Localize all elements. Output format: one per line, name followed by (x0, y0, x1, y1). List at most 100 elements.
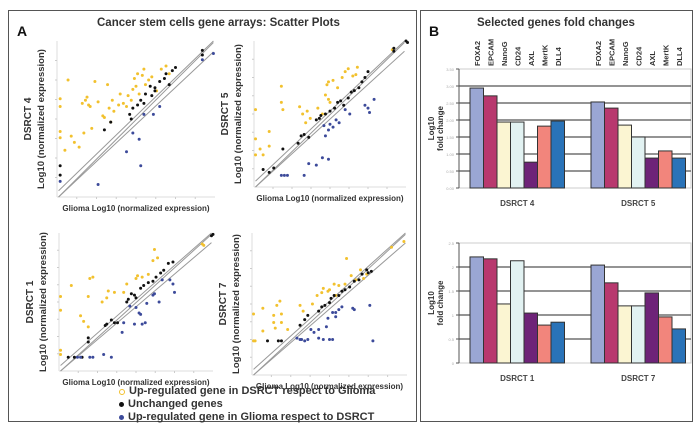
point-up-glioma (285, 173, 289, 177)
category-label: DLL4 (554, 46, 563, 66)
point-up-dsrct (167, 72, 171, 76)
y-tick-label: 0.50 (446, 169, 455, 174)
point-up-dsrct (272, 313, 276, 317)
bar-dll4-dsrct-4 (550, 120, 565, 189)
scatter-plot-dsrct-7: DSRCT 7 Log10 (normalized expression)Glio… (218, 232, 407, 391)
point-unchanged (352, 279, 356, 283)
point-up-glioma (302, 173, 306, 177)
point-up-glioma (331, 338, 335, 341)
point-up-dsrct (58, 105, 62, 109)
point-up-dsrct (83, 98, 87, 102)
point-up-glioma (134, 306, 138, 310)
point-unchanged (296, 141, 300, 145)
point-unchanged (337, 293, 341, 297)
point-up-glioma (328, 338, 331, 341)
point-up-glioma (326, 157, 330, 161)
bar-dll4-dsrct-1 (550, 321, 565, 364)
point-unchanged (66, 355, 70, 359)
point-unchanged (166, 261, 170, 265)
point-up-dsrct (134, 277, 138, 281)
y-axis-label: Log10 (normalized expression) (233, 44, 244, 184)
point-up-glioma (137, 137, 141, 141)
point-up-dsrct (340, 76, 344, 79)
point-unchanged (328, 109, 332, 113)
lower-threshold-line (58, 51, 214, 198)
bar-foxa2-dsrct-5 (590, 101, 605, 189)
point-up-glioma (317, 328, 321, 332)
point-unchanged (154, 275, 158, 279)
point-up-dsrct (326, 80, 330, 84)
point-up-dsrct (164, 64, 168, 68)
point-up-dsrct (278, 299, 282, 303)
point-unchanged (150, 94, 154, 98)
point-up-dsrct (281, 108, 285, 112)
y-tick-label: 1.5 (448, 289, 454, 294)
point-up-glioma (109, 355, 113, 359)
point-up-glioma (348, 112, 352, 116)
point-up-dsrct (136, 274, 140, 278)
point-up-glioma (132, 322, 136, 326)
y-axis-label-line1: Log10 (427, 291, 436, 315)
x-axis-sample-label: Glioma (256, 382, 285, 391)
point-unchanged (267, 170, 271, 174)
bar-nanog-dsrct-5 (617, 124, 632, 189)
point-unchanged (323, 303, 327, 307)
point-up-dsrct (72, 140, 76, 144)
point-up-glioma (321, 338, 325, 341)
point-up-glioma (151, 112, 155, 116)
y-tick-label: 3.00 (446, 84, 455, 89)
point-unchanged (332, 293, 336, 297)
category-label: EPCAM (607, 39, 616, 66)
point-up-glioma (331, 311, 335, 315)
point-up-glioma (295, 336, 299, 340)
bar-cd24-dsrct-5 (631, 136, 646, 189)
point-up-dsrct (304, 121, 308, 125)
y-axis-label-line2: fold change (436, 106, 445, 151)
point-unchanged (174, 66, 177, 70)
point-up-dsrct (202, 243, 206, 247)
group-label: DSRCT 1 (500, 374, 535, 383)
point-unchanged (139, 98, 143, 102)
point-up-dsrct (402, 240, 406, 244)
point-up-dsrct (82, 131, 86, 135)
point-up-glioma (363, 103, 367, 107)
x-axis-measure-label: Log10 (normalized expression) (286, 194, 404, 203)
point-up-dsrct (58, 97, 62, 101)
point-unchanged (333, 106, 337, 110)
point-unchanged (143, 92, 147, 96)
point-up-glioma (152, 292, 156, 296)
scatter-plot-dsrct-5: DSRCT 5 Log10 (normalized expression)Glio… (220, 39, 410, 203)
point-up-glioma (314, 163, 318, 167)
identity-line (60, 234, 212, 372)
legend-item-up-dsrct: Up-regulated gene in DSRCT respect to Gl… (119, 385, 375, 398)
category-label: MertK (540, 44, 549, 66)
point-up-glioma (142, 112, 146, 116)
point-up-glioma (137, 311, 141, 315)
point-up-glioma (168, 278, 172, 282)
point-up-dsrct (132, 76, 136, 80)
point-up-dsrct (273, 326, 277, 330)
point-unchanged (339, 99, 343, 103)
group-label: DSRCT 4 (500, 199, 535, 208)
point-up-glioma (96, 183, 100, 187)
scatter-plot-dsrct-1: DSRCT 1 Log10 (normalized expression)Glio… (25, 232, 215, 387)
point-up-dsrct (105, 296, 109, 300)
point-up-glioma (317, 336, 321, 340)
bar-foxa2-dsrct-7 (590, 264, 605, 364)
point-up-dsrct (151, 259, 155, 263)
point-unchanged (276, 339, 280, 343)
category-label: FOXA2 (594, 41, 603, 66)
point-unchanged (302, 132, 306, 136)
point-unchanged (200, 53, 204, 57)
panel-a-title: Cancer stem cells gene arrays: Scatter P… (97, 17, 340, 29)
legend-marker-up-glioma (119, 415, 124, 420)
point-unchanged (153, 89, 157, 93)
panel-a-scatter-plots: A Cancer stem cells gene arrays: Scatter… (8, 10, 417, 423)
point-up-dsrct (146, 272, 150, 276)
point-up-glioma (157, 300, 161, 304)
point-up-dsrct (325, 83, 329, 87)
category-label: DLL4 (675, 46, 684, 66)
point-unchanged (131, 106, 135, 110)
point-unchanged (125, 300, 129, 304)
point-up-glioma (323, 134, 327, 138)
